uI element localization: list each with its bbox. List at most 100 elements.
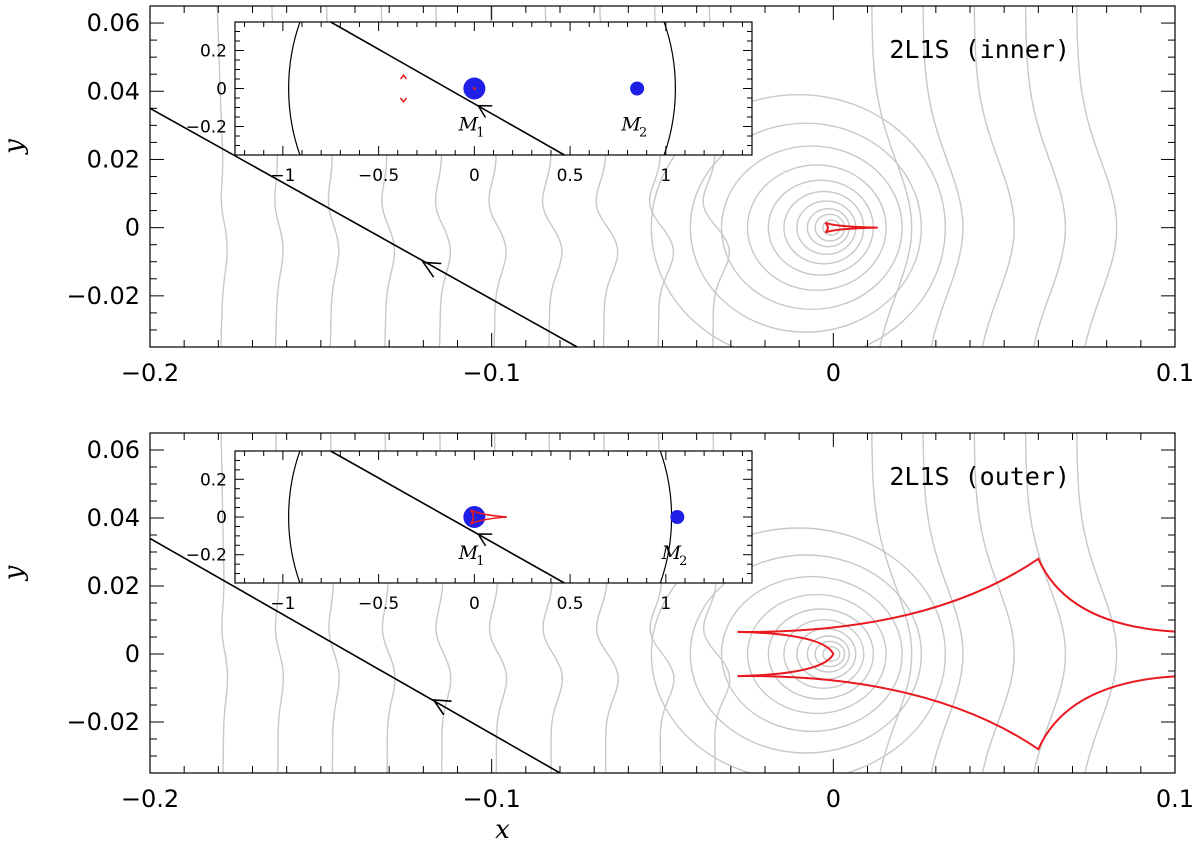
mass-label-m1: M bbox=[458, 542, 479, 564]
contour-line bbox=[973, 433, 1015, 773]
inset-frame bbox=[234, 450, 753, 584]
contour-line bbox=[973, 6, 1015, 347]
panel-outer: −0.2 −0.1 0 0.1 −0.02 0 0.02 0.04 0.06 y x 2L1S (ou… bbox=[0, 432, 1194, 845]
contour-loop bbox=[746, 593, 887, 715]
inset-y-tick-label: 0 bbox=[216, 508, 227, 528]
inset-trajectory bbox=[330, 451, 565, 583]
inset-x-tick-label: −0.5 bbox=[358, 166, 399, 186]
contour-loop bbox=[806, 635, 851, 673]
contour-loop bbox=[720, 575, 903, 733]
contour-loop bbox=[689, 122, 923, 333]
source-trajectory bbox=[150, 537, 561, 773]
y-tick-label: 0.06 bbox=[87, 9, 140, 37]
y-tick-label: 0.04 bbox=[87, 77, 140, 105]
x-tick-label: −0.1 bbox=[463, 785, 521, 813]
x-tick-label: 0.1 bbox=[1156, 359, 1194, 387]
central-caustic bbox=[824, 221, 878, 234]
inset-plot-area bbox=[288, 22, 676, 155]
trajectory-arrow bbox=[421, 261, 442, 278]
y-tick-label: 0.04 bbox=[87, 504, 140, 532]
x-tick-label: −0.2 bbox=[121, 359, 179, 387]
contour-line bbox=[216, 6, 228, 347]
inset-x-tick-label: 0 bbox=[469, 166, 480, 186]
inset: M1 M2−1 −0.5 0 0.5 1−0.200.2 bbox=[186, 21, 753, 186]
resonant-caustic-wedge bbox=[737, 630, 835, 678]
inset-trajectory-arrow bbox=[476, 104, 493, 118]
y-tick-label: 0 bbox=[125, 640, 140, 668]
contour-loop bbox=[746, 164, 887, 292]
contour-line bbox=[1024, 433, 1067, 773]
inset-x-tick-label: −0.5 bbox=[358, 594, 399, 614]
y-tick-label: −0.02 bbox=[66, 708, 140, 736]
x-tick-label: 0.1 bbox=[1156, 785, 1194, 813]
y-tick-label: 0.06 bbox=[87, 436, 140, 464]
inset-y-tick-label: 0.2 bbox=[200, 470, 227, 490]
mass-sub-m1: 1 bbox=[476, 554, 484, 569]
x-tick-label: 0 bbox=[826, 359, 841, 387]
inset-x-tick-label: 0.5 bbox=[557, 594, 584, 614]
inset-y-tick-label: 0.2 bbox=[200, 42, 227, 62]
y-tick-label: −0.02 bbox=[66, 282, 140, 310]
contour-loop bbox=[720, 145, 903, 311]
inset-x-tick-label: 1 bbox=[660, 594, 671, 614]
inset-y-tick-label: −0.2 bbox=[186, 546, 227, 566]
inset-x-tick-label: 1 bbox=[660, 166, 671, 186]
x-axis-title: x bbox=[495, 815, 510, 845]
panel-label: 2L1S (outer) bbox=[889, 462, 1070, 491]
contour-line bbox=[871, 6, 913, 347]
inset-ticks bbox=[235, 451, 752, 583]
contour-loop bbox=[814, 213, 846, 242]
y-tick-label: 0.02 bbox=[87, 572, 140, 600]
mass-m2 bbox=[630, 81, 645, 96]
contour-loop bbox=[822, 219, 841, 236]
contour-line bbox=[922, 6, 964, 347]
mass-m2 bbox=[670, 510, 685, 524]
resonant-caustic-lower bbox=[737, 675, 1175, 751]
mass-sub-m2: 2 bbox=[639, 126, 647, 141]
x-tick-label: 0 bbox=[826, 785, 841, 813]
inset: M1 M2−1 −0.5 0 0.5 1−0.200.2 bbox=[186, 450, 753, 614]
y-axis-title: y bbox=[0, 139, 29, 155]
contour-line bbox=[1076, 433, 1118, 773]
inset-y-tick-label: 0 bbox=[216, 80, 227, 100]
trajectory-arrow bbox=[431, 698, 452, 716]
ticks bbox=[149, 6, 1176, 347]
inset-planetary-caustic bbox=[399, 73, 408, 104]
inset-x-tick-label: 0.5 bbox=[557, 166, 584, 186]
panel-label: 2L1S (inner) bbox=[889, 35, 1070, 64]
inset-x-tick-label: 0 bbox=[469, 594, 480, 614]
inset-y-tick-label: −0.2 bbox=[186, 118, 227, 138]
contour-line bbox=[1024, 6, 1067, 347]
contour-loop bbox=[689, 554, 923, 754]
inset-resonant-caustic bbox=[469, 509, 507, 525]
contour-loop bbox=[814, 640, 846, 668]
inset-trajectory-arrow bbox=[476, 533, 493, 547]
resonant-caustic-upper bbox=[737, 557, 1175, 633]
inset-frame bbox=[234, 21, 753, 156]
contour-loop bbox=[783, 190, 865, 265]
x-tick-label: −0.1 bbox=[463, 359, 521, 387]
contour-loop bbox=[650, 93, 946, 347]
mass-sub-m1: 1 bbox=[476, 126, 484, 141]
x-tick-label: −0.2 bbox=[121, 785, 179, 813]
contour-line bbox=[871, 433, 913, 773]
y-tick-label: 0 bbox=[125, 214, 140, 242]
source-trajectory bbox=[150, 107, 578, 347]
contour-line bbox=[922, 433, 964, 773]
contour-loop bbox=[822, 646, 841, 662]
contour-loop bbox=[767, 608, 875, 700]
ticks bbox=[149, 433, 1176, 773]
contour-loop bbox=[806, 207, 851, 248]
inset-x-tick-label: −1 bbox=[270, 594, 295, 614]
inset-ticks bbox=[235, 22, 752, 155]
inset-central-caustic bbox=[472, 87, 476, 90]
contour-loop bbox=[783, 619, 865, 689]
mass-label-m2: M bbox=[661, 542, 682, 564]
inset-trajectory bbox=[330, 22, 565, 155]
panel-inner: −0.2 −0.1 0 0.1 −0.02 0 0.02 0.04 0.06 y 2L1S (inn… bbox=[0, 5, 1194, 387]
contour-line bbox=[1076, 6, 1118, 347]
inset-x-tick-label: −1 bbox=[270, 166, 295, 186]
einstein-ring bbox=[288, 22, 676, 155]
y-tick-label: 0.02 bbox=[87, 145, 140, 173]
